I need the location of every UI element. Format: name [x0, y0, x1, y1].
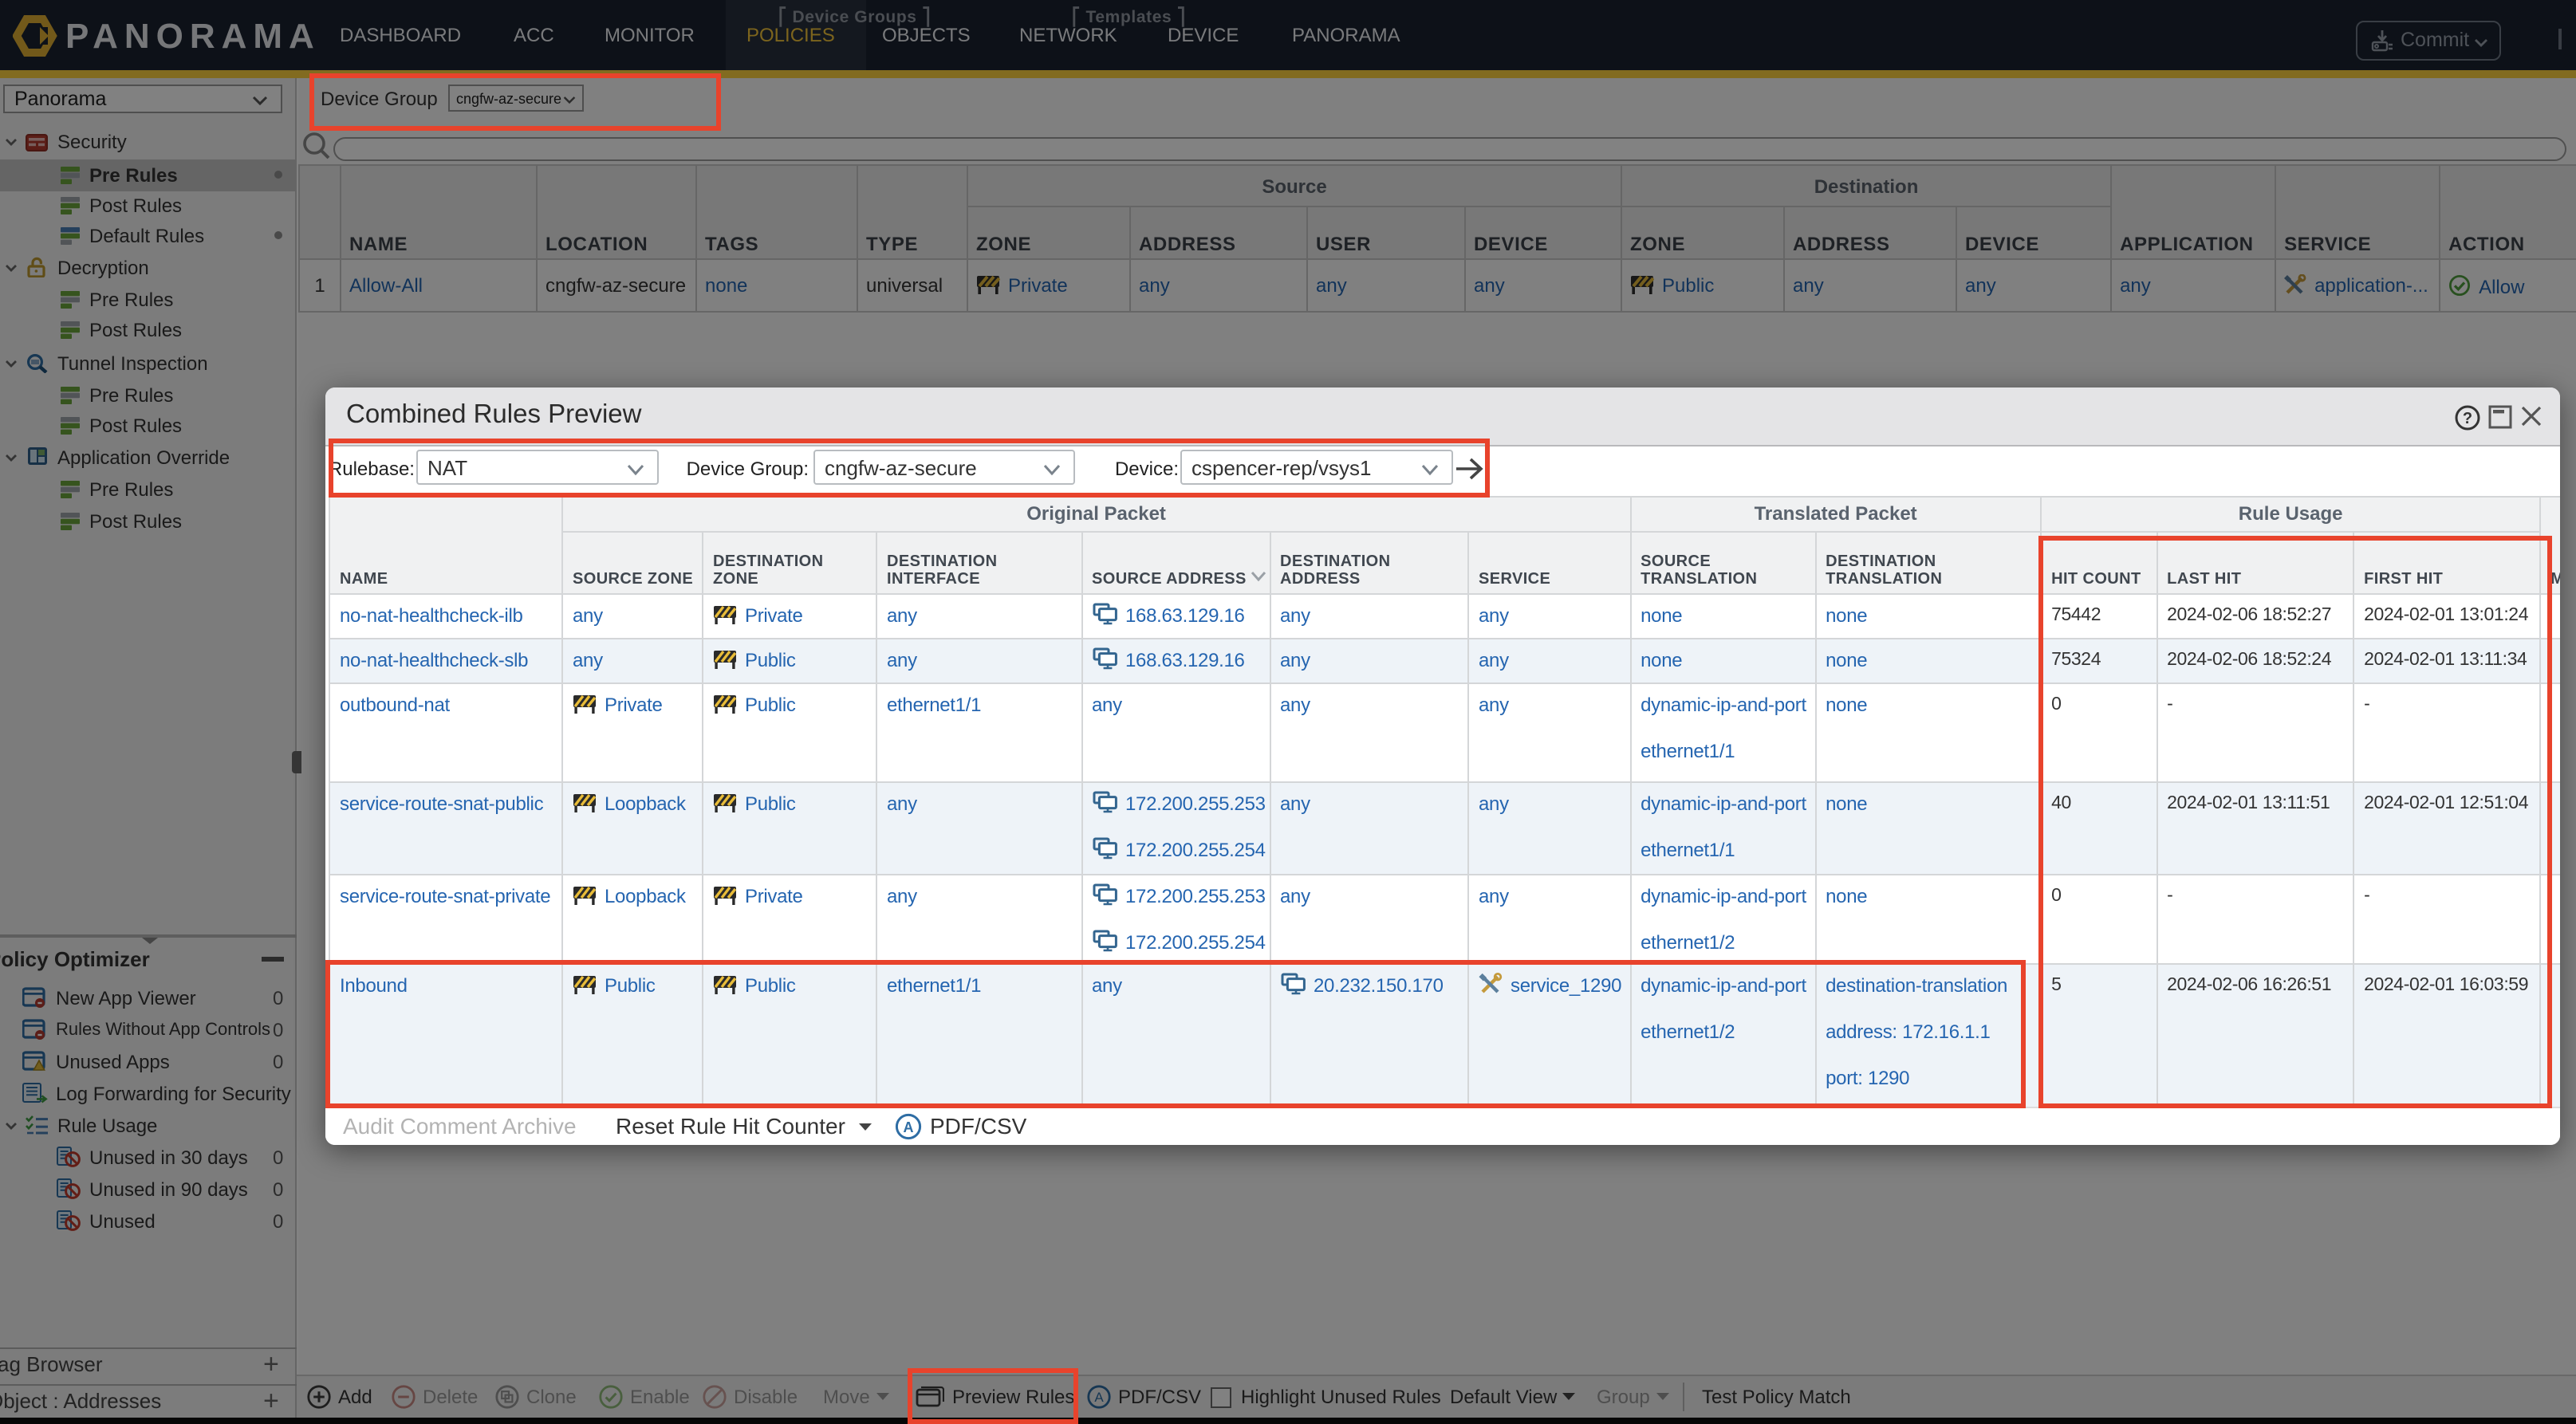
svg-text:A: A	[1094, 1390, 1104, 1405]
svg-text:A: A	[904, 1119, 914, 1135]
svg-text:?: ?	[2463, 410, 2472, 427]
